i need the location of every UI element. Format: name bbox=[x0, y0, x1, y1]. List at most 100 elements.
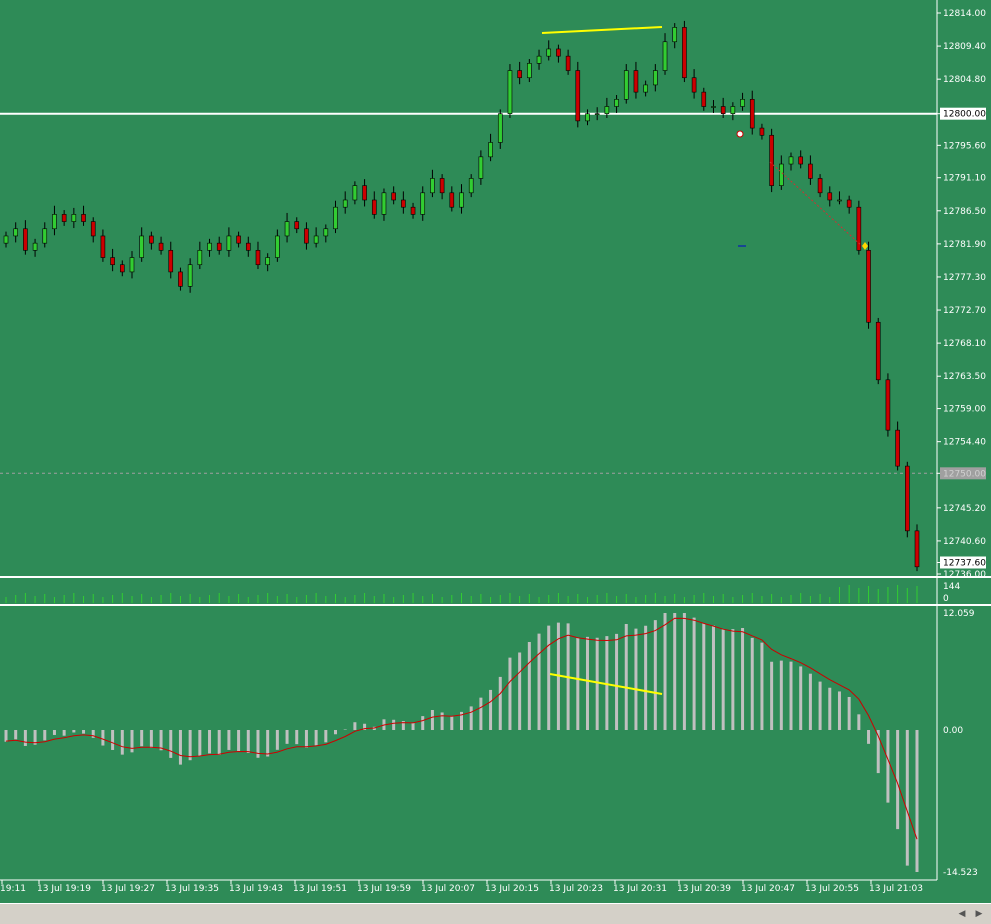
price-label: 12759.00 bbox=[943, 405, 986, 415]
candle-body bbox=[594, 113, 600, 115]
candle-body bbox=[265, 257, 270, 266]
candle-body bbox=[430, 178, 435, 194]
time-label: 13 Jul 20:07 bbox=[421, 884, 475, 894]
dashed-level-label: 12750.00 bbox=[943, 469, 986, 479]
candle-body bbox=[61, 214, 67, 222]
candle-body bbox=[139, 235, 144, 258]
candle-body bbox=[110, 257, 115, 266]
time-label: 13 Jul 20:39 bbox=[677, 884, 731, 894]
time-label: 13 Jul 21:03 bbox=[869, 884, 923, 894]
chart-canvas[interactable]: 12814.00 12809.40 12804.80 12800.00 12795.60… bbox=[0, 0, 991, 903]
candle-body bbox=[682, 27, 687, 79]
candle-body bbox=[759, 127, 765, 136]
price-label: 12736.00 bbox=[943, 570, 986, 580]
price-label: 12814.00 bbox=[943, 9, 986, 19]
candle-body bbox=[749, 99, 755, 129]
candle-body bbox=[846, 199, 852, 208]
price-label: 12745.20 bbox=[943, 504, 986, 514]
price-axis: 12814.00 12809.40 12804.80 12800.00 12795.60… bbox=[936, 0, 986, 880]
candle-body bbox=[32, 242, 38, 251]
candle-body bbox=[672, 27, 678, 43]
candle-body bbox=[371, 199, 377, 215]
candle-body bbox=[81, 214, 86, 222]
candle-body bbox=[313, 235, 319, 244]
candle-body bbox=[333, 206, 338, 230]
candle-body bbox=[604, 106, 610, 114]
candle-body bbox=[420, 192, 426, 215]
candle-body bbox=[168, 250, 174, 273]
candle-body bbox=[575, 70, 581, 122]
horizontal-scrollbar[interactable]: ◀ ▶ bbox=[0, 903, 991, 924]
candle-body bbox=[245, 242, 251, 251]
macd-bottom-label: -14.523 bbox=[943, 868, 978, 878]
candle-body bbox=[401, 199, 406, 208]
candle-body bbox=[42, 228, 48, 244]
divergence-line bbox=[541, 26, 663, 34]
candle-body bbox=[817, 178, 823, 194]
candle-body bbox=[517, 70, 522, 79]
candle-body bbox=[255, 250, 261, 266]
candle-body bbox=[236, 235, 241, 244]
price-pane[interactable] bbox=[0, 20, 991, 606]
candle-body bbox=[323, 228, 329, 237]
candle-body bbox=[478, 156, 484, 179]
candle-body bbox=[507, 70, 513, 114]
candle-body bbox=[362, 185, 367, 201]
candle-body bbox=[410, 206, 416, 215]
candle-body bbox=[129, 257, 135, 273]
candle-body bbox=[119, 264, 125, 273]
candle-body bbox=[3, 235, 9, 244]
price-label: 12804.80 bbox=[943, 75, 986, 85]
candle-body bbox=[798, 156, 804, 165]
time-label: 13 Jul 20:55 bbox=[805, 884, 859, 894]
time-label: 19:11 bbox=[0, 884, 26, 894]
candle-body bbox=[439, 178, 445, 194]
price-label: 12781.90 bbox=[943, 240, 986, 250]
time-label: 13 Jul 19:27 bbox=[101, 884, 155, 894]
candle-body bbox=[623, 70, 629, 100]
candle-body bbox=[643, 84, 648, 93]
candle-body bbox=[381, 192, 387, 215]
candle-body bbox=[294, 221, 300, 230]
price-label: 12809.40 bbox=[943, 42, 986, 52]
time-label: 13 Jul 20:31 bbox=[613, 884, 667, 894]
candle-body bbox=[527, 63, 532, 79]
triangle-right-icon[interactable]: ▶ bbox=[975, 909, 983, 919]
candle-body bbox=[856, 206, 862, 251]
volume-min-label: 0 bbox=[943, 594, 949, 604]
candle-body bbox=[352, 185, 358, 201]
time-label: 13 Jul 20:23 bbox=[549, 884, 603, 894]
time-axis: 19:11 13 Jul 19:19 13 Jul 19:27 13 Jul 19:3… bbox=[0, 879, 937, 894]
candle-body bbox=[827, 192, 833, 201]
candle-body bbox=[197, 250, 203, 266]
price-label: 12763.50 bbox=[943, 372, 986, 382]
time-label: 13 Jul 19:19 bbox=[37, 884, 91, 894]
candle-body bbox=[653, 70, 658, 86]
candle-body bbox=[720, 106, 726, 114]
candle-body bbox=[866, 250, 871, 323]
macd-signal-line bbox=[5, 617, 918, 840]
candle-body bbox=[459, 192, 464, 208]
macd-pane[interactable]: 12.059 0.00 -14.523 bbox=[4, 609, 978, 878]
candle-body bbox=[662, 41, 668, 71]
trend-line bbox=[769, 161, 863, 247]
dashed-level-box bbox=[940, 467, 986, 480]
level-price-label: 12800.00 bbox=[943, 110, 986, 120]
signal-marker-icon bbox=[736, 130, 744, 138]
macd-zero-label: 0.00 bbox=[943, 726, 963, 736]
price-label: 12795.60 bbox=[943, 141, 986, 151]
candle-body bbox=[90, 221, 96, 237]
current-price-label: 12737.60 bbox=[943, 558, 986, 568]
candle-body bbox=[468, 178, 474, 194]
candle-body bbox=[875, 321, 881, 381]
candle-body bbox=[905, 465, 910, 532]
price-label: 12754.40 bbox=[943, 438, 986, 448]
price-label: 12772.70 bbox=[943, 306, 986, 316]
candle-body bbox=[808, 163, 813, 179]
triangle-left-icon[interactable]: ◀ bbox=[958, 909, 966, 919]
candle-body bbox=[556, 48, 561, 57]
candle-body bbox=[769, 134, 774, 186]
candle-body bbox=[914, 530, 920, 568]
